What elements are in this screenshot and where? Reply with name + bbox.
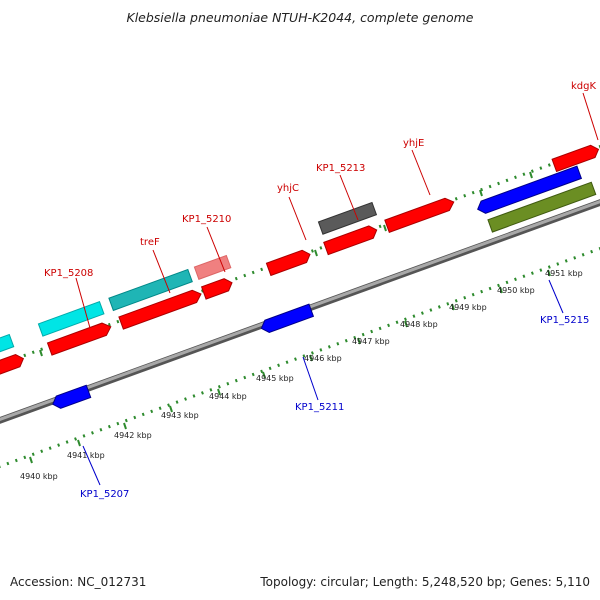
feature-blue-kp1-5207 (52, 384, 92, 409)
tick-label-4941: 4941 kbp (67, 451, 105, 460)
gene-label-yhje: yhjE (403, 138, 424, 149)
feature-blue-right (477, 165, 583, 214)
tick-labels: 4940 kbp 4941 kbp 4942 kbp 4943 kbp 4944… (20, 269, 583, 481)
feature-red-left (0, 354, 25, 384)
feature-red-kp1-5208 (46, 322, 112, 356)
feature-red-kp1-5210 (200, 278, 233, 300)
tick-label-4940: 4940 kbp (20, 472, 58, 481)
feature-teal-tref (108, 268, 193, 312)
feature-red-tref (118, 289, 202, 330)
feature-blue-kp1-5211 (260, 303, 315, 333)
gene-label-kp1-5207: KP1_5207 (80, 489, 129, 500)
genome-summary-text: Topology: circular; Length: 5,248,520 bp… (259, 575, 590, 589)
tick-label-4947: 4947 kbp (352, 337, 390, 346)
inner-dotted-track (0, 247, 600, 468)
feature-olive-kp1-5215 (487, 181, 597, 233)
gene-label-kdgk: kdgK (571, 81, 596, 92)
tick-label-4949: 4949 kbp (449, 303, 487, 312)
feature-red-yhje (384, 197, 455, 234)
inner-major-ticks (29, 269, 551, 464)
gene-label-kp1-5208: KP1_5208 (44, 268, 93, 279)
gene-label-kp1-5210: KP1_5210 (182, 214, 231, 225)
gene-features (0, 144, 600, 409)
gene-label-kp1-5215: KP1_5215 (540, 315, 589, 326)
tick-label-4942: 4942 kbp (114, 431, 152, 440)
feature-red-yhjc (265, 249, 311, 277)
map-title: Klebsiella pneumoniae NTUH-K2044, comple… (127, 10, 474, 25)
feature-cyan-kp1-5208 (37, 301, 105, 337)
gene-label-kp1-5211: KP1_5211 (295, 402, 344, 413)
gene-label-tref: treF (140, 237, 160, 248)
tick-label-4944: 4944 kbp (209, 392, 247, 401)
gene-label-kp1-5213: KP1_5213 (316, 163, 365, 174)
tick-label-4948: 4948 kbp (400, 320, 438, 329)
tick-label-4946: 4946 kbp (304, 354, 342, 363)
gene-labels: KP1_5208 treF KP1_5210 yhjC KP1_5213 yhj… (44, 81, 596, 500)
gene-label-yhjc: yhjC (277, 183, 299, 194)
feature-red-kdgk (551, 144, 600, 173)
tick-label-4951: 4951 kbp (545, 269, 583, 278)
feature-gray-kp1-5213 (317, 201, 378, 235)
accession-text: Accession: NC_012731 (10, 575, 146, 589)
tick-label-4945: 4945 kbp (256, 374, 294, 383)
feature-pink-kp1-5210 (193, 254, 232, 280)
tick-label-4950: 4950 kbp (497, 286, 535, 295)
tick-label-4943: 4943 kbp (161, 411, 199, 420)
feature-red-kp1-5213 (323, 225, 378, 256)
label-connectors (75, 92, 599, 486)
feature-cyan-left (0, 333, 15, 365)
